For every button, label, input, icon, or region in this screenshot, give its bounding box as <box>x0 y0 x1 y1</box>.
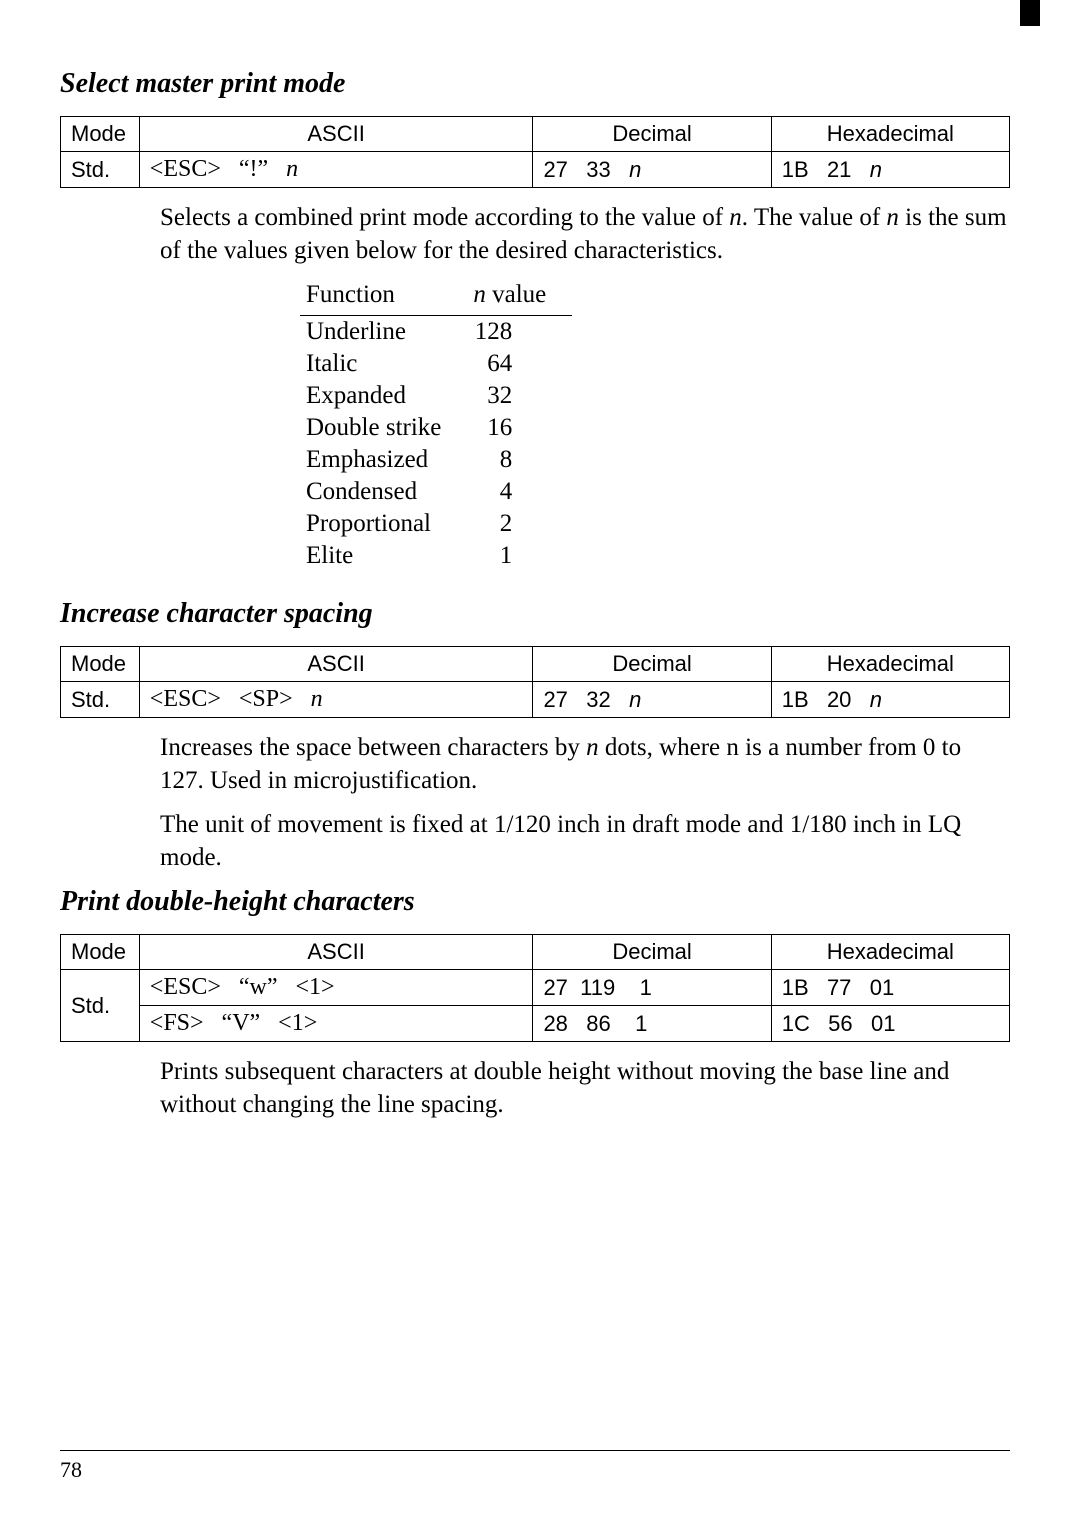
func-cell: Underline <box>300 316 467 349</box>
col-header-mode: Mode <box>61 935 140 970</box>
nvalue-header: n value <box>467 279 572 316</box>
function-value-table: Functionn valueUnderline128Italic64Expan… <box>300 279 572 572</box>
ascii-cell: <ESC> “w” <1> <box>139 970 533 1006</box>
func-cell: Condensed <box>300 476 467 508</box>
nvalue-cell: 128 <box>467 316 572 349</box>
hex-cell: 1B 77 01 <box>771 970 1009 1006</box>
nvalue-cell: 1 <box>467 540 572 572</box>
func-cell: Proportional <box>300 508 467 540</box>
func-cell: Expanded <box>300 380 467 412</box>
section-title: Select master print mode <box>60 68 1010 100</box>
hex-cell: 1B 21 n <box>771 152 1009 188</box>
nvalue-cell: 4 <box>467 476 572 508</box>
ascii-cell: <FS> “V” <1> <box>139 1006 533 1042</box>
section-title: Increase character spacing <box>60 598 1010 630</box>
section-title: Print double-height characters <box>60 886 1010 918</box>
page-number: 78 <box>60 1457 82 1482</box>
func-header: Function <box>300 279 467 316</box>
col-header-ascii: ASCII <box>139 117 533 152</box>
col-header-mode: Mode <box>61 117 140 152</box>
col-header-hex: Hexadecimal <box>771 117 1009 152</box>
command-table: ModeASCIIDecimalHexadecimal Std.<ESC> “w”… <box>60 934 1010 1042</box>
nvalue-cell: 16 <box>467 412 572 444</box>
decimal-cell: 28 86 1 <box>533 1006 771 1042</box>
page-corner-mark <box>1020 0 1040 26</box>
col-header-decimal: Decimal <box>533 647 771 682</box>
ascii-cell: <ESC> <SP> n <box>139 682 533 718</box>
command-table: ModeASCIIDecimalHexadecimal Std.<ESC> “!”… <box>60 116 1010 188</box>
mode-cell: Std. <box>61 682 140 718</box>
page-content: Select master print modeModeASCIIDecimal… <box>60 68 1010 1121</box>
col-header-hex: Hexadecimal <box>771 935 1009 970</box>
nvalue-cell: 32 <box>467 380 572 412</box>
command-table: ModeASCIIDecimalHexadecimal Std.<ESC> <SP… <box>60 646 1010 718</box>
nvalue-cell: 64 <box>467 348 572 380</box>
decimal-cell: 27 32 n <box>533 682 771 718</box>
func-cell: Italic <box>300 348 467 380</box>
hex-cell: 1C 56 01 <box>771 1006 1009 1042</box>
col-header-hex: Hexadecimal <box>771 647 1009 682</box>
body-paragraph: Increases the space between characters b… <box>160 732 1010 797</box>
decimal-cell: 27 119 1 <box>533 970 771 1006</box>
col-header-decimal: Decimal <box>533 935 771 970</box>
col-header-decimal: Decimal <box>533 117 771 152</box>
ascii-cell: <ESC> “!” n <box>139 152 533 188</box>
page-footer: 78 <box>60 1450 1010 1483</box>
col-header-mode: Mode <box>61 647 140 682</box>
col-header-ascii: ASCII <box>139 935 533 970</box>
mode-cell: Std. <box>61 152 140 188</box>
hex-cell: 1B 20 n <box>771 682 1009 718</box>
func-cell: Elite <box>300 540 467 572</box>
body-paragraph: The unit of movement is fixed at 1/120 i… <box>160 809 1010 874</box>
body-paragraph: Prints subsequent characters at double h… <box>160 1056 1010 1121</box>
decimal-cell: 27 33 n <box>533 152 771 188</box>
body-paragraph: Selects a combined print mode according … <box>160 202 1010 267</box>
nvalue-cell: 2 <box>467 508 572 540</box>
func-cell: Double strike <box>300 412 467 444</box>
nvalue-cell: 8 <box>467 444 572 476</box>
col-header-ascii: ASCII <box>139 647 533 682</box>
func-cell: Emphasized <box>300 444 467 476</box>
mode-cell: Std. <box>61 970 140 1042</box>
